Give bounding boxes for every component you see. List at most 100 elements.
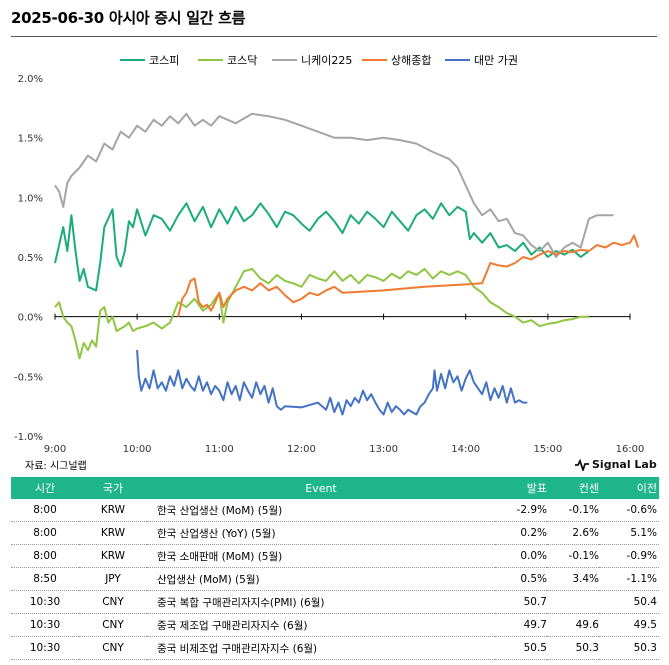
cell-consensus: 49.6 — [547, 613, 599, 637]
table-row: 8:00 KRW 한국 소매판매 (MoM) (5월) 0.0% -0.1% -0.9% — [11, 544, 659, 568]
cell-actual: 50.5 — [495, 636, 547, 660]
x-tick-label: 13:00 — [369, 444, 398, 455]
brand-name: Signal Lab — [592, 458, 657, 471]
cell-previous: -0.9% — [599, 544, 659, 568]
x-tick-label: 9:00 — [44, 444, 66, 455]
cell-previous: 49.5 — [599, 613, 659, 637]
cell-time: 10:30 — [11, 636, 79, 660]
cell-time: 8:50 — [11, 567, 79, 591]
x-tick-label: 10:00 — [123, 444, 152, 455]
legend-swatch — [198, 59, 223, 61]
chart-title: 2025-06-30 아시아 증시 일간 흐름 — [11, 9, 246, 27]
title-divider — [11, 36, 657, 37]
x-tick-label: 16:00 — [616, 444, 645, 455]
header-event: Event — [147, 477, 495, 499]
legend-item: 니케이225 — [272, 52, 352, 68]
cell-actual: 49.7 — [495, 613, 547, 637]
cell-event: 산업생산 (MoM) (5월) — [147, 567, 495, 591]
economic-calendar-table: 시간 국가 Event 발표 컨센 이전 8:00 KRW 한국 산업생산 (MoM… — [11, 477, 659, 660]
x-tick-label: 12:00 — [287, 444, 316, 455]
cell-consensus: -0.1% — [547, 499, 599, 522]
header-previous: 이전 — [599, 477, 659, 499]
chart-legend: 코스피 코스닥 니케이225 상해종합 대만 가권 — [0, 52, 669, 68]
y-tick-label: -1.0% — [14, 432, 43, 443]
line-chart: -1.0% -0.5% 0.0% 0.5% 1.0% 1.5% 2.0% 9:00 10:00 1… — [14, 74, 645, 455]
cell-actual: 50.7 — [495, 590, 547, 614]
cell-consensus: 2.6% — [547, 521, 599, 545]
cell-time: 8:00 — [11, 544, 79, 568]
source-note: 자료: 시그널랩 — [25, 461, 87, 472]
cell-actual: 0.0% — [495, 544, 547, 568]
header-actual: 발표 — [495, 477, 547, 499]
cell-consensus — [547, 590, 599, 614]
table-row: 8:00 KRW 한국 산업생산 (MoM) (5월) -2.9% -0.1% -0.6% — [11, 499, 659, 522]
cell-country: JPY — [79, 567, 147, 591]
legend-label: 상해종합 — [391, 54, 432, 67]
cell-event: 중국 제조업 구매관리자지수 (6월) — [147, 613, 495, 637]
cell-previous: 5.1% — [599, 521, 659, 545]
y-tick-label: 1.5% — [18, 134, 43, 145]
header-country: 국가 — [79, 477, 147, 499]
table-row: 10:30 CNY 중국 복합 구매관리자지수(PMI) (6월) 50.7 50.4 — [11, 590, 659, 614]
legend-label: 코스피 — [149, 54, 180, 67]
cell-country: CNY — [79, 636, 147, 660]
cell-previous: 50.3 — [599, 636, 659, 660]
taiex-line — [136, 350, 528, 416]
shanghai-line — [177, 234, 640, 317]
cell-consensus: 3.4% — [547, 567, 599, 591]
table-row: 8:50 JPY 산업생산 (MoM) (5월) 0.5% 3.4% -1.1% — [11, 567, 659, 591]
legend-item: 대만 가권 — [445, 52, 518, 68]
cell-country: CNY — [79, 613, 147, 637]
header-consensus: 컨센 — [547, 477, 599, 499]
x-tick-label: 14:00 — [451, 444, 480, 455]
legend-swatch — [362, 59, 387, 61]
legend-label: 니케이225 — [301, 54, 353, 67]
brand-logo: Signal Lab — [575, 458, 657, 473]
cell-consensus: 50.3 — [547, 636, 599, 660]
legend-label: 대만 가권 — [474, 54, 518, 67]
y-tick-label: 2.0% — [18, 74, 43, 85]
nikkei-line — [54, 112, 614, 258]
cell-country: KRW — [79, 499, 147, 522]
legend-swatch — [272, 59, 297, 61]
legend-item: 코스피 — [120, 52, 179, 68]
legend-item: 코스닥 — [198, 52, 257, 68]
table-row: 8:00 KRW 한국 산업생산 (YoY) (5월) 0.2% 2.6% 5.1% — [11, 521, 659, 545]
legend-swatch — [445, 59, 470, 61]
cell-country: KRW — [79, 544, 147, 568]
kosdaq-line — [54, 267, 589, 360]
cell-actual: 0.5% — [495, 567, 547, 591]
kospi-line — [54, 202, 590, 292]
table-row: 10:30 CNY 중국 비제조업 구매관리자지수 (6월) 50.5 50.3 50.3 — [11, 636, 659, 660]
cell-event: 한국 소매판매 (MoM) (5월) — [147, 544, 495, 568]
legend-label: 코스닥 — [227, 54, 258, 67]
legend-item: 상해종합 — [362, 52, 431, 68]
x-tick-label: 11:00 — [205, 444, 234, 455]
pulse-icon — [575, 458, 589, 473]
cell-actual: -2.9% — [495, 499, 547, 522]
cell-event: 중국 복합 구매관리자지수(PMI) (6월) — [147, 590, 495, 614]
cell-event: 중국 비제조업 구매관리자지수 (6월) — [147, 636, 495, 660]
cell-time: 8:00 — [11, 521, 79, 545]
cell-actual: 0.2% — [495, 521, 547, 545]
cell-time: 10:30 — [11, 590, 79, 614]
cell-consensus: -0.1% — [547, 544, 599, 568]
cell-previous: -1.1% — [599, 567, 659, 591]
y-tick-label: 0.5% — [18, 253, 43, 264]
cell-time: 8:00 — [11, 499, 79, 522]
cell-country: KRW — [79, 521, 147, 545]
cell-event: 한국 산업생산 (MoM) (5월) — [147, 499, 495, 522]
y-tick-label: 0.0% — [18, 313, 43, 324]
cell-previous: -0.6% — [599, 499, 659, 522]
header-time: 시간 — [11, 477, 79, 499]
table-header-row: 시간 국가 Event 발표 컨센 이전 — [11, 477, 659, 499]
cell-previous: 50.4 — [599, 590, 659, 614]
y-tick-label: 1.0% — [18, 193, 43, 204]
cell-time: 10:30 — [11, 613, 79, 637]
x-tick-label: 15:00 — [533, 444, 562, 455]
cell-event: 한국 산업생산 (YoY) (5월) — [147, 521, 495, 545]
table-row: 10:30 CNY 중국 제조업 구매관리자지수 (6월) 49.7 49.6 49.5 — [11, 613, 659, 637]
cell-country: CNY — [79, 590, 147, 614]
legend-swatch — [120, 59, 145, 61]
y-tick-label: -0.5% — [14, 372, 43, 383]
